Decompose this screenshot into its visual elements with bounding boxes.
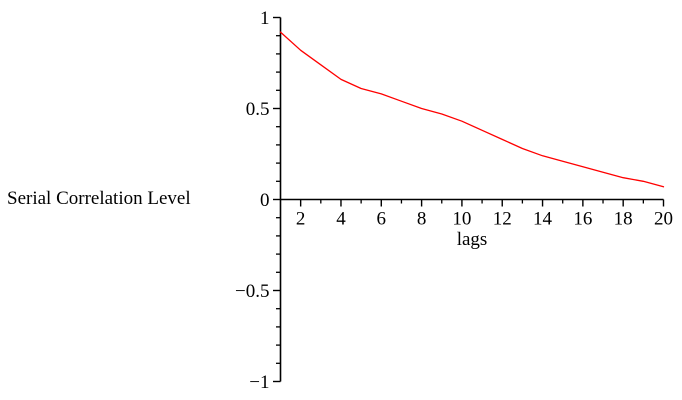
y-tick-label: 0.5 (246, 99, 270, 120)
x-tick-label: 12 (493, 209, 512, 230)
x-tick-label: 18 (614, 209, 633, 230)
x-tick-label: 20 (654, 209, 673, 230)
x-tick-label: 10 (452, 209, 471, 230)
x-tick-label: 6 (377, 209, 387, 230)
x-tick-label: 16 (573, 209, 592, 230)
x-tick-label: 2 (296, 209, 306, 230)
correlation-curve (279, 31, 665, 188)
x-tick-label: 8 (417, 209, 427, 230)
y-tick-label: 1 (260, 8, 270, 29)
y-tick-label: −1 (249, 372, 269, 393)
y-tick-label: 0 (260, 190, 270, 211)
x-tick-label: 14 (533, 209, 553, 230)
y-axis-title: Serial Correlation Level (7, 188, 191, 209)
x-tick-label: 4 (336, 209, 346, 230)
x-axis-title: lags (456, 229, 488, 250)
y-tick-label: −0.5 (235, 281, 269, 302)
